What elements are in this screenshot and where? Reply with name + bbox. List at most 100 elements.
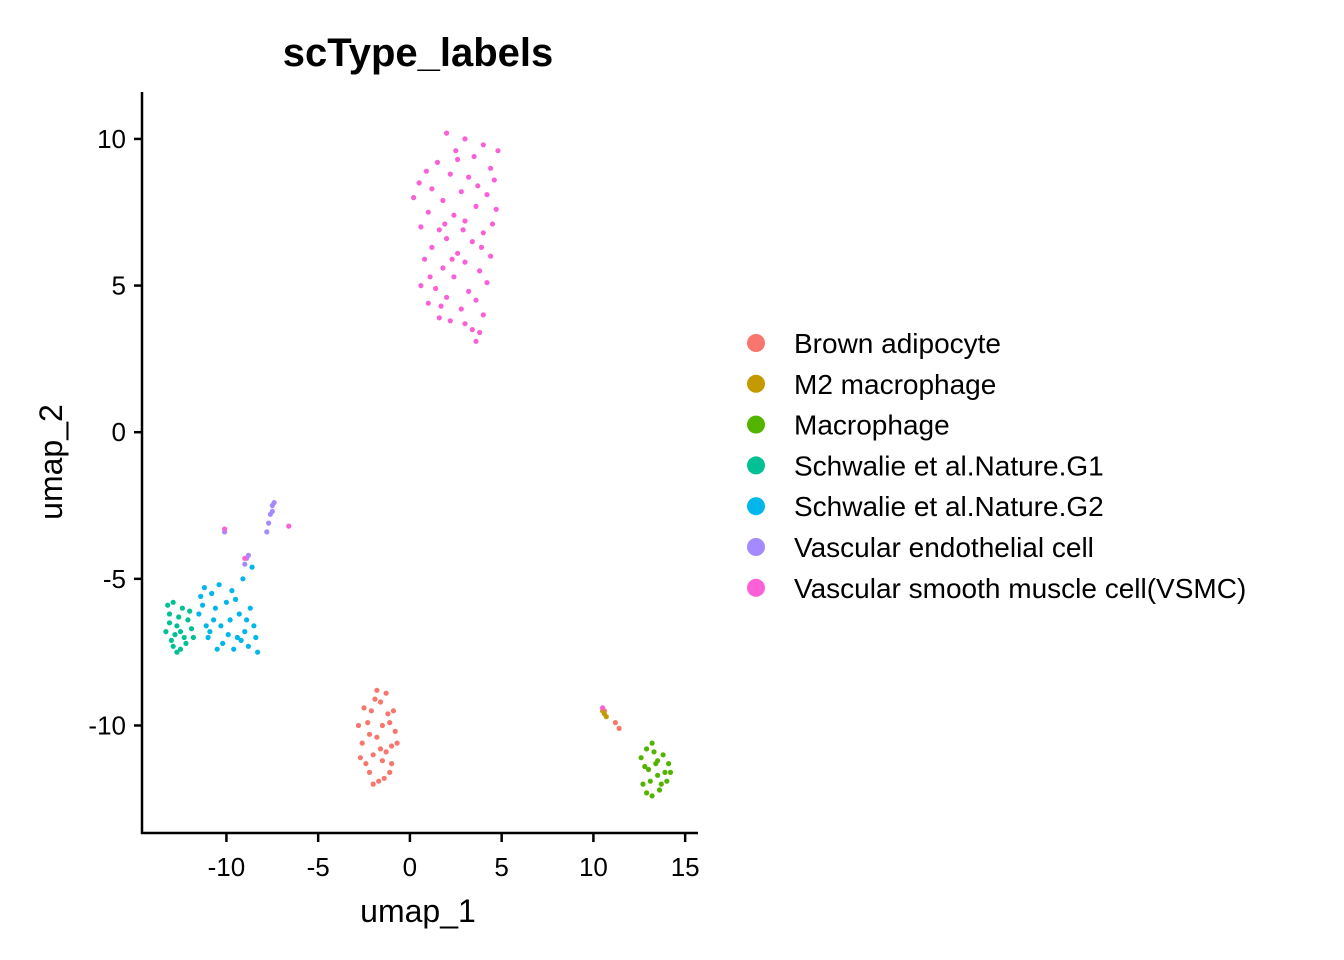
data-point xyxy=(264,529,270,535)
data-point xyxy=(387,769,393,776)
data-point xyxy=(458,189,464,195)
x-tick-label: 0 xyxy=(403,852,417,882)
data-point xyxy=(370,781,376,787)
legend-label: Vascular smooth muscle cell(VSMC) xyxy=(794,573,1246,604)
data-point xyxy=(455,250,461,256)
data-point xyxy=(453,148,459,154)
data-point xyxy=(489,221,496,227)
data-point xyxy=(645,766,652,773)
data-point xyxy=(418,283,424,289)
data-point xyxy=(233,596,239,603)
data-point xyxy=(491,177,497,183)
data-point xyxy=(416,180,422,186)
data-point xyxy=(359,740,365,746)
data-point xyxy=(436,227,442,233)
legend-label: Schwalie et al.Nature.G2 xyxy=(794,491,1104,522)
data-point xyxy=(488,165,494,171)
data-point xyxy=(462,218,468,224)
data-point xyxy=(451,274,457,280)
data-point xyxy=(422,256,428,262)
data-point xyxy=(207,629,213,635)
data-point xyxy=(198,593,204,600)
data-point xyxy=(377,746,384,752)
y-tick-label: -10 xyxy=(88,710,126,740)
data-point xyxy=(469,239,475,245)
data-point xyxy=(455,156,461,163)
data-point xyxy=(379,758,385,764)
data-point xyxy=(666,761,672,767)
data-point xyxy=(495,148,501,154)
x-axis-label: umap_1 xyxy=(360,893,476,929)
data-point xyxy=(165,602,171,608)
legend-label: Schwalie et al.Nature.G1 xyxy=(794,450,1104,481)
data-point xyxy=(616,725,622,732)
data-point xyxy=(640,781,646,787)
legend-label: M2 macrophage xyxy=(794,369,996,400)
data-point xyxy=(480,230,486,236)
data-point xyxy=(460,227,466,233)
data-point xyxy=(385,711,391,717)
data-point xyxy=(447,318,453,324)
data-point xyxy=(458,306,464,312)
data-point xyxy=(477,268,483,274)
data-point xyxy=(660,752,666,758)
data-point xyxy=(647,778,653,784)
data-point xyxy=(229,588,235,594)
legend-key xyxy=(747,538,765,556)
x-tick-label: 15 xyxy=(671,852,700,882)
data-point xyxy=(188,626,195,632)
y-axis-label: umap_2 xyxy=(33,404,69,520)
data-point xyxy=(427,274,433,280)
data-point xyxy=(662,769,668,776)
x-tick-label: -10 xyxy=(208,852,246,882)
y-axis-ticks: -10 -5 0 5 10 xyxy=(88,124,142,740)
legend-label: Vascular endothelial cell xyxy=(794,532,1094,563)
data-point xyxy=(477,329,483,336)
data-point xyxy=(473,338,479,344)
data-point xyxy=(664,778,670,784)
legend-key xyxy=(747,578,765,597)
data-point xyxy=(166,620,173,626)
data-point xyxy=(644,790,650,796)
data-point xyxy=(196,611,202,617)
data-point xyxy=(387,720,393,726)
data-point xyxy=(242,555,248,561)
data-point xyxy=(269,508,275,514)
data-point xyxy=(170,643,176,649)
data-point xyxy=(381,775,387,781)
data-point xyxy=(447,171,453,177)
y-tick-label: -5 xyxy=(103,564,126,594)
legend-label: Brown adipocyte xyxy=(794,328,1001,359)
data-point xyxy=(390,708,396,714)
data-point xyxy=(247,605,253,611)
data-point xyxy=(227,617,233,623)
data-point xyxy=(493,206,499,212)
x-tick-label: 10 xyxy=(579,852,608,882)
data-point xyxy=(205,634,211,641)
data-point xyxy=(223,599,229,605)
data-point xyxy=(366,769,373,776)
data-point xyxy=(355,722,362,729)
data-point xyxy=(649,793,655,799)
data-point xyxy=(651,749,657,755)
data-point xyxy=(444,130,450,136)
data-point xyxy=(434,159,440,165)
data-point xyxy=(363,761,369,767)
data-point xyxy=(442,221,448,227)
legend-key xyxy=(747,497,765,516)
data-point xyxy=(429,186,435,192)
data-point xyxy=(242,561,248,567)
data-point xyxy=(642,763,648,770)
data-point xyxy=(484,280,490,286)
data-point xyxy=(234,634,240,641)
data-point xyxy=(218,623,224,629)
data-point xyxy=(368,708,374,714)
data-point xyxy=(249,564,255,570)
data-point xyxy=(449,256,455,262)
data-point xyxy=(389,743,395,749)
data-point xyxy=(185,617,191,623)
data-point xyxy=(418,224,424,230)
data-point xyxy=(366,731,373,737)
data-point xyxy=(245,552,251,559)
data-point xyxy=(253,634,259,641)
